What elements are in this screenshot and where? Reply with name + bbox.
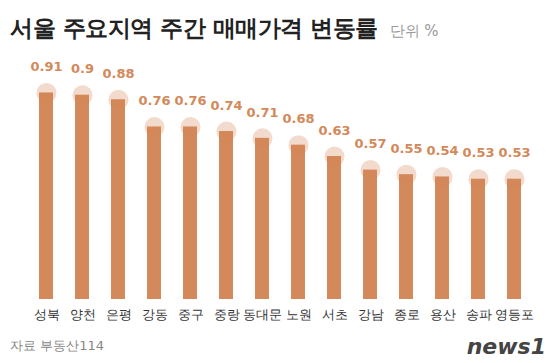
svg-text:서초: 서초 (322, 307, 348, 322)
html-text:news1: news1 (466, 333, 546, 359)
svg-text:0.54: 0.54 (426, 143, 458, 158)
svg-text:0.76: 0.76 (138, 93, 170, 108)
svg-text:0.71: 0.71 (246, 104, 278, 119)
html-text:자료 부동산114: 자료 부동산114 (10, 338, 104, 353)
html-text:단위 %: 단위 % (389, 22, 439, 40)
svg-text:중랑: 중랑 (214, 307, 240, 322)
svg-text:강남: 강남 (358, 307, 384, 322)
html-text:서울 주요지역 주간 매매가격 변동률: 서울 주요지역 주간 매매가격 변동률 (10, 15, 378, 41)
svg-text:0.91: 0.91 (30, 59, 62, 74)
svg-text:은평: 은평 (106, 307, 132, 322)
svg-text:중구: 중구 (178, 307, 204, 322)
svg-text:송파: 송파 (466, 307, 492, 322)
svg-text:용산: 용산 (430, 307, 456, 322)
svg-text:0.57: 0.57 (354, 136, 386, 151)
svg-text:0.68: 0.68 (282, 111, 314, 126)
svg-text:동대문: 동대문 (243, 307, 282, 322)
svg-text:0.74: 0.74 (210, 98, 242, 113)
svg-text:종로: 종로 (394, 307, 420, 322)
svg-text:0.55: 0.55 (390, 141, 422, 156)
svg-text:0.53: 0.53 (498, 145, 530, 160)
svg-text:양천: 양천 (70, 307, 96, 322)
svg-text:0.9: 0.9 (71, 61, 94, 76)
svg-text:노원: 노원 (286, 307, 312, 322)
svg-text:0.76: 0.76 (174, 93, 206, 108)
svg-text:0.53: 0.53 (462, 145, 494, 160)
svg-text:강동: 강동 (142, 307, 168, 322)
svg-text:영등포: 영등포 (495, 307, 534, 322)
svg-text:0.88: 0.88 (102, 66, 134, 81)
svg-text:0.63: 0.63 (318, 123, 350, 138)
svg-text:성북: 성북 (34, 307, 60, 322)
